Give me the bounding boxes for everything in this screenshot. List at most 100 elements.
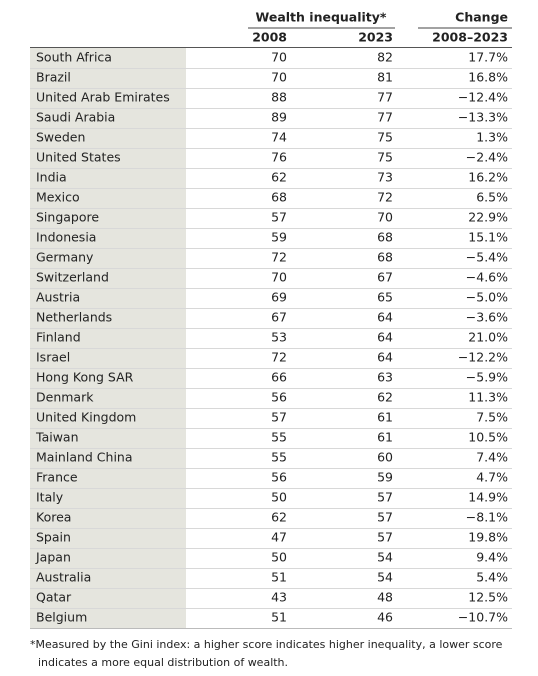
- value-2023-cell: 64: [377, 310, 393, 325]
- value-2008-cell: 51: [271, 610, 287, 625]
- country-cell: Denmark: [36, 390, 94, 405]
- country-cell: Hong Kong SAR: [36, 370, 134, 385]
- country-cell: Indonesia: [36, 230, 96, 245]
- value-2008-cell: 55: [271, 450, 287, 465]
- value-2023-cell: 81: [377, 70, 393, 85]
- value-2008-cell: 70: [271, 270, 287, 285]
- value-2008-cell: 69: [271, 290, 287, 305]
- change-cell: 15.1%: [468, 230, 508, 245]
- footnote: indicates a more equal distribution of w…: [38, 656, 288, 669]
- change-cell: 5.4%: [476, 570, 508, 585]
- change-cell: −12.2%: [458, 350, 508, 365]
- change-cell: 1.3%: [476, 130, 508, 145]
- change-cell: 17.7%: [468, 50, 508, 65]
- change-cell: −2.4%: [466, 150, 508, 165]
- value-2008-cell: 66: [271, 370, 287, 385]
- country-cell: France: [36, 470, 78, 485]
- value-2023-cell: 68: [377, 250, 393, 265]
- country-cell: Singapore: [36, 210, 99, 225]
- change-cell: −3.6%: [466, 310, 508, 325]
- value-2023-cell: 46: [377, 610, 393, 625]
- value-2008-cell: 56: [271, 470, 287, 485]
- country-cell: Belgium: [36, 610, 87, 625]
- value-2023-cell: 61: [377, 430, 393, 445]
- change-cell: 14.9%: [468, 490, 508, 505]
- country-cell: Sweden: [36, 130, 85, 145]
- country-cell: Finland: [36, 330, 81, 345]
- value-2008-cell: 70: [271, 50, 287, 65]
- change-cell: −10.7%: [458, 610, 508, 625]
- value-2008-cell: 67: [271, 310, 287, 325]
- value-2008-cell: 89: [271, 110, 287, 125]
- value-2008-cell: 57: [271, 210, 287, 225]
- footnote: *Measured by the Gini index: a higher sc…: [30, 638, 503, 651]
- value-2023-cell: 61: [377, 410, 393, 425]
- value-2008-cell: 76: [271, 150, 287, 165]
- change-cell: 12.5%: [468, 590, 508, 605]
- value-2023-cell: 68: [377, 230, 393, 245]
- value-2023-cell: 82: [377, 50, 393, 65]
- country-cell: Japan: [35, 550, 71, 565]
- value-2008-cell: 55: [271, 430, 287, 445]
- change-cell: 7.4%: [476, 450, 508, 465]
- value-2008-cell: 74: [271, 130, 287, 145]
- country-cell: Korea: [36, 510, 71, 525]
- value-2023-cell: 63: [377, 370, 393, 385]
- country-cell: United States: [36, 150, 121, 165]
- value-2008-cell: 47: [271, 530, 287, 545]
- country-cell: Brazil: [36, 70, 71, 85]
- value-2023-cell: 57: [377, 510, 393, 525]
- value-2008-cell: 70: [271, 70, 287, 85]
- change-cell: −8.1%: [466, 510, 508, 525]
- value-2023-cell: 64: [377, 330, 393, 345]
- value-2023-cell: 65: [377, 290, 393, 305]
- value-2023-cell: 75: [377, 130, 393, 145]
- value-2023-cell: 54: [377, 570, 393, 585]
- value-2023-cell: 59: [377, 470, 393, 485]
- value-2023-cell: 60: [377, 450, 393, 465]
- value-2023-cell: 73: [377, 170, 393, 185]
- value-2008-cell: 62: [271, 170, 287, 185]
- country-cell: Australia: [36, 570, 91, 585]
- value-2008-cell: 88: [271, 90, 287, 105]
- value-2023-cell: 57: [377, 490, 393, 505]
- change-cell: 21.0%: [468, 330, 508, 345]
- country-cell: Mexico: [36, 190, 80, 205]
- change-cell: −5.0%: [466, 290, 508, 305]
- value-2023-cell: 64: [377, 350, 393, 365]
- value-2023-cell: 54: [377, 550, 393, 565]
- change-cell: −4.6%: [466, 270, 508, 285]
- country-cell: Italy: [36, 490, 64, 505]
- value-2008-cell: 62: [271, 510, 287, 525]
- value-2008-cell: 56: [271, 390, 287, 405]
- change-cell: −13.3%: [458, 110, 508, 125]
- year-header: 2008: [252, 30, 287, 45]
- country-cell: Austria: [36, 290, 80, 305]
- change-cell: 16.8%: [468, 70, 508, 85]
- value-2023-cell: 77: [377, 110, 393, 125]
- country-cell: United Arab Emirates: [36, 90, 170, 105]
- value-2023-cell: 62: [377, 390, 393, 405]
- change-cell: −12.4%: [458, 90, 508, 105]
- change-cell: 19.8%: [468, 530, 508, 545]
- change-cell: 22.9%: [468, 210, 508, 225]
- country-cell: Qatar: [36, 590, 72, 605]
- change-cell: 16.2%: [468, 170, 508, 185]
- country-cell: Netherlands: [36, 310, 112, 325]
- group-header: Wealth inequality*: [256, 10, 387, 25]
- year-header: 2023: [358, 30, 393, 45]
- value-2008-cell: 72: [271, 250, 287, 265]
- value-2008-cell: 68: [271, 190, 287, 205]
- country-cell: Spain: [36, 530, 71, 545]
- value-2023-cell: 67: [377, 270, 393, 285]
- country-cell: Israel: [36, 350, 70, 365]
- value-2008-cell: 50: [271, 490, 287, 505]
- country-cell: South Africa: [36, 50, 112, 65]
- country-cell: Taiwan: [35, 430, 79, 445]
- value-2008-cell: 50: [271, 550, 287, 565]
- change-cell: 9.4%: [476, 550, 508, 565]
- value-2023-cell: 57: [377, 530, 393, 545]
- change-header: Change: [455, 10, 508, 25]
- value-2023-cell: 48: [377, 590, 393, 605]
